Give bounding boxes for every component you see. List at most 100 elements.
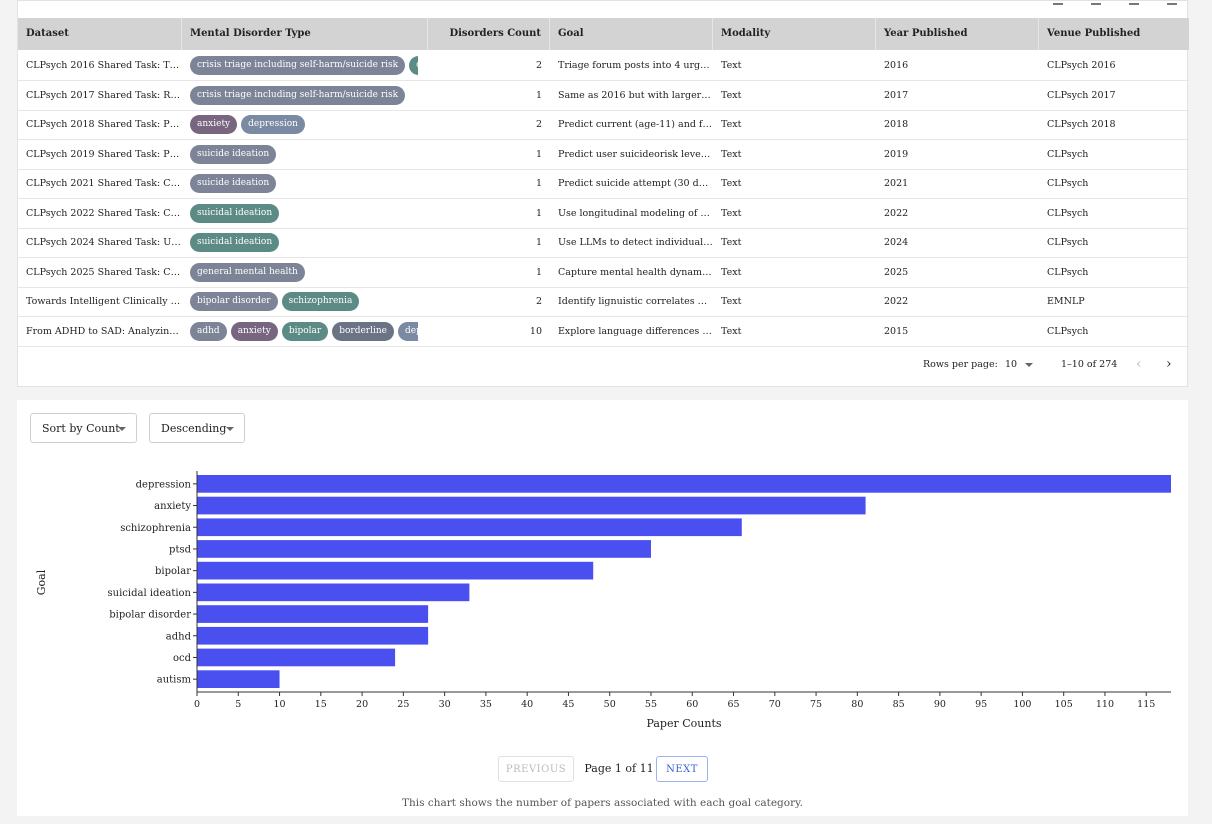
sort-by-dropdown[interactable]: Sort by Count (30, 413, 137, 443)
chevron-left-icon[interactable]: ‹ (1136, 356, 1142, 372)
disorder-chip: crisis triage including self-harm/suicid… (190, 85, 406, 105)
cell-disorders: crisis triage including self-harm/suicid… (182, 51, 418, 80)
sort-by-value: Sort by Count (42, 422, 120, 435)
column-header-disorder-type[interactable]: Mental Disorder Type (182, 18, 428, 50)
x-tick-label: 70 (769, 699, 781, 710)
toolbar-icon[interactable] (1053, 0, 1063, 5)
x-tick-label: 85 (893, 699, 905, 710)
cell-dataset: CLPsych 2024 Shared Task: Uti... (26, 237, 182, 248)
chevron-down-icon (226, 427, 234, 431)
bar (197, 626, 429, 645)
disorder-chip: anxiety (230, 321, 278, 341)
page-indicator: Page 1 of 11 (584, 762, 654, 775)
table-row[interactable]: CLPsych 2022 Shared Task: Ca... suicidal … (18, 199, 1189, 229)
cell-modality: Text (721, 60, 742, 71)
table-toolbar (1053, 0, 1177, 7)
table-row[interactable]: CLPsych 2018 Shared Task: Pre... anxiety d… (18, 110, 1189, 140)
cell-count: 1 (535, 178, 542, 189)
cell-count: 1 (535, 148, 542, 160)
table-row[interactable]: CLPsych 2019 Shared Task: Pre... suicide … (18, 140, 1189, 170)
column-header-year[interactable]: Year Published (876, 18, 1039, 50)
cell-count: 1 (535, 89, 542, 101)
table-row[interactable]: CLPsych 2024 Shared Task: Uti... suicidal… (18, 228, 1189, 258)
cell-venue: CLPsych 2017 (1047, 89, 1116, 101)
cell-year: 2019 (884, 148, 909, 160)
cell-venue: CLPsych (1047, 148, 1089, 160)
data-table-card: Dataset Mental Disorder Type Disorders C… (17, 0, 1189, 387)
cell-count: 10 (529, 325, 542, 337)
table-row[interactable]: Towards Intelligent Clinically I... bipol… (18, 287, 1189, 317)
cell-goal: Explore language differences be... (558, 325, 713, 337)
toolbar-icon[interactable] (1167, 0, 1177, 5)
cell-goal: Predict current (age-11) and fut... (558, 119, 713, 130)
x-tick-label: 110 (1096, 699, 1114, 710)
cell-modality: Text (721, 207, 742, 219)
cell-disorders: anxiety depression (182, 110, 418, 139)
next-button[interactable]: NEXT (656, 756, 708, 782)
y-tick-label: bipolar (155, 566, 191, 577)
column-header-disorders-count[interactable]: Disorders Count (428, 18, 550, 50)
disorder-chip: depress (409, 56, 418, 75)
cell-venue: EMNLP (1047, 296, 1085, 307)
cell-venue: CLPsych (1047, 266, 1089, 278)
chevron-right-icon[interactable]: › (1166, 356, 1172, 372)
disorder-chip: bipolar (281, 321, 329, 341)
cell-year: 2018 (884, 119, 909, 130)
cell-venue: CLPsych (1047, 178, 1089, 189)
cell-count: 1 (535, 207, 542, 219)
x-tick-label: 55 (645, 699, 657, 710)
rows-per-page-select[interactable]: 10 (1005, 359, 1034, 370)
bar (197, 605, 429, 623)
cell-disorders: suicidal ideation (182, 199, 418, 228)
cell-year: 2024 (884, 237, 909, 248)
y-tick-label: suicidal ideation (108, 588, 192, 599)
previous-button[interactable]: PREVIOUS (498, 756, 574, 782)
cell-year: 2022 (884, 296, 909, 307)
cell-goal: Triage forum posts into 4 urgen... (558, 60, 713, 71)
cell-disorders: crisis triage including self-harm/suicid… (182, 81, 418, 110)
table-row[interactable]: CLPsych 2016 Shared Task: Tri... crisis t… (18, 51, 1189, 81)
x-tick-label: 50 (604, 699, 616, 710)
column-header-modality[interactable]: Modality (713, 18, 876, 50)
cell-count: 2 (535, 60, 542, 71)
column-header-dataset[interactable]: Dataset (18, 18, 182, 50)
x-tick-label: 35 (480, 699, 492, 710)
y-tick-label: ocd (173, 653, 192, 664)
cell-dataset: CLPsych 2016 Shared Task: Tri... (26, 60, 182, 71)
cell-venue: CLPsych (1047, 325, 1089, 337)
bar-chart: depression anxiety schizophrenia ptsd bipola… (35, 471, 1171, 730)
y-tick-label: bipolar disorder (109, 610, 191, 621)
table-row[interactable]: CLPsych 2025 Shared Task: Ca... general m… (18, 258, 1189, 288)
chevron-down-icon (1025, 362, 1034, 367)
table-row[interactable]: CLPsych 2021 Shared Task: Co... suicide i… (18, 169, 1189, 199)
bar (197, 583, 470, 602)
x-tick-label: 15 (315, 699, 327, 710)
x-tick-label: 115 (1137, 699, 1155, 710)
x-tick-label: 80 (851, 699, 863, 710)
x-tick-label: 5 (235, 699, 241, 710)
column-header-goal[interactable]: Goal (550, 18, 713, 50)
cell-venue: CLPsych (1047, 207, 1089, 219)
column-header-venue[interactable]: Venue Published (1047, 28, 1141, 39)
cell-dataset: CLPsych 2021 Shared Task: Co... (26, 178, 182, 189)
table-row[interactable]: From ADHD to SAD: Analyzing ... adhd anxie… (18, 317, 1189, 347)
cell-disorders: suicide ideation (182, 169, 418, 198)
cell-dataset: CLPsych 2022 Shared Task: Ca... (26, 207, 182, 219)
x-axis-label: Paper Counts (646, 717, 721, 730)
bar (197, 475, 1171, 493)
cell-disorders: general mental health (182, 258, 418, 287)
rows-per-page-label: Rows per page: (923, 359, 998, 370)
order-value: Descending (161, 422, 227, 435)
toolbar-icon[interactable] (1091, 0, 1101, 5)
toolbar-icon[interactable] (1129, 0, 1139, 5)
disorder-chip: crisis triage including self-harm/suicid… (190, 56, 406, 75)
order-dropdown[interactable]: Descending (149, 413, 245, 443)
cell-disorders: adhdanxietybipolarborderlinedepressi (182, 317, 418, 346)
cell-dataset: CLPsych 2017 Shared Task: Rea... (26, 89, 182, 101)
table-row[interactable]: CLPsych 2017 Shared Task: Rea... crisis t… (18, 81, 1189, 111)
cell-modality: Text (721, 119, 742, 130)
x-tick-label: 105 (1055, 699, 1073, 710)
cell-count: 2 (535, 296, 542, 307)
x-tick-label: 90 (934, 699, 946, 710)
rows-per-page-value: 10 (1005, 359, 1018, 370)
